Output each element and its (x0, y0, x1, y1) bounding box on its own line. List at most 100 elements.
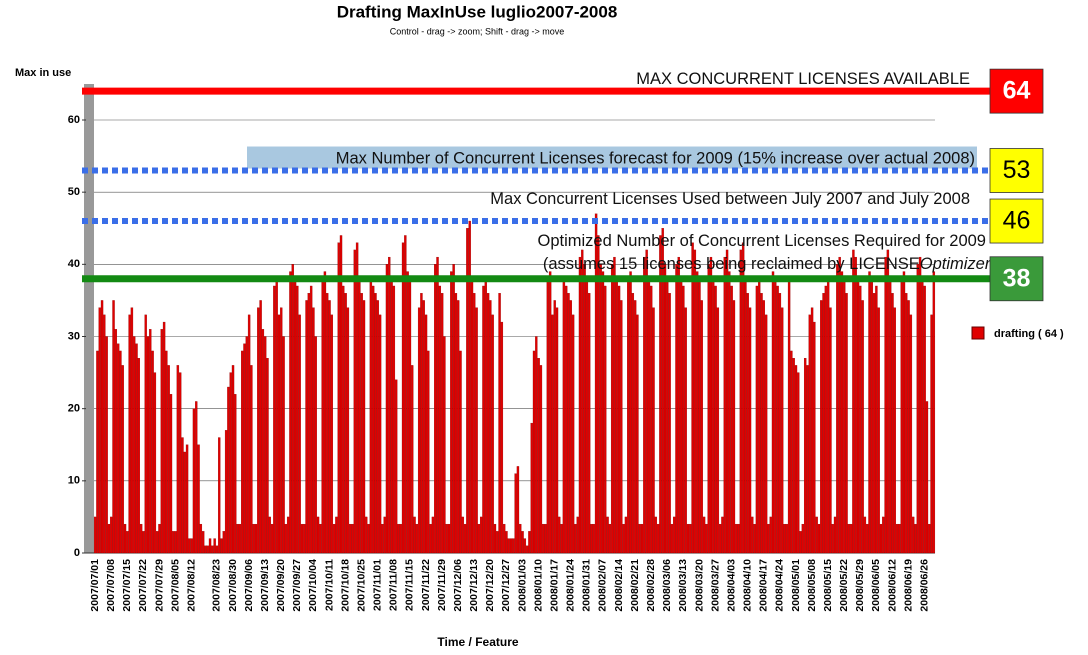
x-tick-label: 2007/11/22 (420, 559, 432, 611)
bar (716, 307, 720, 554)
bar (362, 300, 366, 554)
bar (852, 249, 855, 554)
bar (443, 336, 446, 554)
bar (224, 430, 228, 554)
bar (785, 523, 788, 554)
bar (666, 278, 669, 554)
bar (137, 357, 140, 554)
bar (686, 523, 690, 554)
y-tick-label: 20 (68, 403, 80, 415)
bar (270, 523, 274, 554)
bar (438, 285, 442, 554)
bar (539, 365, 543, 554)
bar (900, 278, 903, 554)
bar (923, 285, 926, 554)
bar (670, 523, 674, 554)
annotation-text: Max Concurrent Licenses Used between Jul… (490, 190, 970, 208)
bar (776, 285, 779, 554)
bar (700, 300, 703, 554)
bar (709, 256, 713, 554)
bar (424, 314, 428, 554)
annotation-segment: (assumes 15 licenses being reclaimed by … (543, 255, 920, 273)
bar (868, 271, 871, 554)
bar (907, 300, 910, 554)
x-tick-label: 2008/05/15 (822, 559, 834, 612)
value-box-label: 46 (1003, 207, 1031, 235)
axis-wall (84, 84, 94, 553)
bar (479, 516, 483, 554)
bar (794, 365, 798, 554)
bar (627, 278, 630, 554)
x-tick-label: 2007/08/30 (227, 559, 239, 612)
bar (833, 516, 837, 554)
bar (583, 264, 586, 554)
bar (204, 545, 207, 554)
bar (882, 516, 885, 554)
bar (312, 307, 315, 554)
bar (261, 329, 265, 554)
bar (875, 285, 878, 554)
bar (668, 293, 671, 554)
bar (516, 466, 520, 554)
bar (760, 293, 763, 554)
bar (459, 350, 462, 554)
bar (558, 516, 561, 554)
annotation-text: MAX CONCURRENT LICENSES AVAILABLE (636, 70, 970, 88)
bar (337, 242, 340, 554)
x-tick-label: 2007/12/13 (468, 559, 480, 612)
bar (751, 516, 754, 554)
bar (673, 516, 676, 554)
bar (192, 408, 196, 554)
bar (560, 523, 563, 554)
x-tick-label: 2008/04/10 (742, 559, 754, 612)
bar (300, 523, 304, 554)
x-tick-label: 2007/12/20 (484, 559, 496, 612)
value-box-label: 64 (1003, 77, 1031, 105)
annotation-text: Max Number of Concurrent Licenses foreca… (336, 150, 975, 168)
x-tick-label: 2008/04/17 (758, 559, 770, 612)
bar (245, 336, 248, 554)
bar (174, 531, 177, 554)
bar (119, 350, 122, 554)
bar (415, 523, 419, 554)
bar (123, 523, 127, 554)
bar (656, 523, 660, 554)
bar (332, 523, 336, 554)
bar (461, 516, 464, 554)
x-tick-label: 2007/09/13 (259, 559, 271, 612)
x-tick-label: 2008/04/24 (774, 559, 786, 612)
bar (234, 394, 237, 554)
bar (509, 538, 513, 554)
bar (650, 285, 653, 554)
bar (388, 256, 391, 554)
bar (482, 285, 485, 554)
annotation-segment: Optimized Number of Concurrent Licenses … (538, 232, 986, 250)
bar (578, 256, 582, 554)
bar (748, 307, 752, 554)
bar (567, 293, 570, 554)
bar (307, 293, 311, 554)
bar (898, 523, 901, 554)
bar (764, 314, 768, 554)
bar (744, 278, 747, 554)
bar (491, 314, 494, 554)
bar (96, 350, 99, 554)
bar (845, 293, 848, 554)
bar (925, 401, 929, 554)
x-tick-label: 2008/05/08 (806, 559, 818, 612)
bar (445, 523, 448, 554)
bar (114, 329, 118, 554)
bar (790, 350, 793, 554)
bar (394, 379, 398, 554)
bar (206, 545, 209, 554)
bar (277, 314, 281, 554)
bar (592, 523, 595, 554)
bar (355, 242, 359, 554)
bar (810, 307, 814, 554)
bar (663, 264, 667, 554)
legend-label: drafting ( 64 ) (994, 328, 1064, 340)
bar (139, 523, 143, 554)
bar (158, 523, 161, 554)
bar (661, 228, 664, 554)
bar (98, 307, 101, 554)
